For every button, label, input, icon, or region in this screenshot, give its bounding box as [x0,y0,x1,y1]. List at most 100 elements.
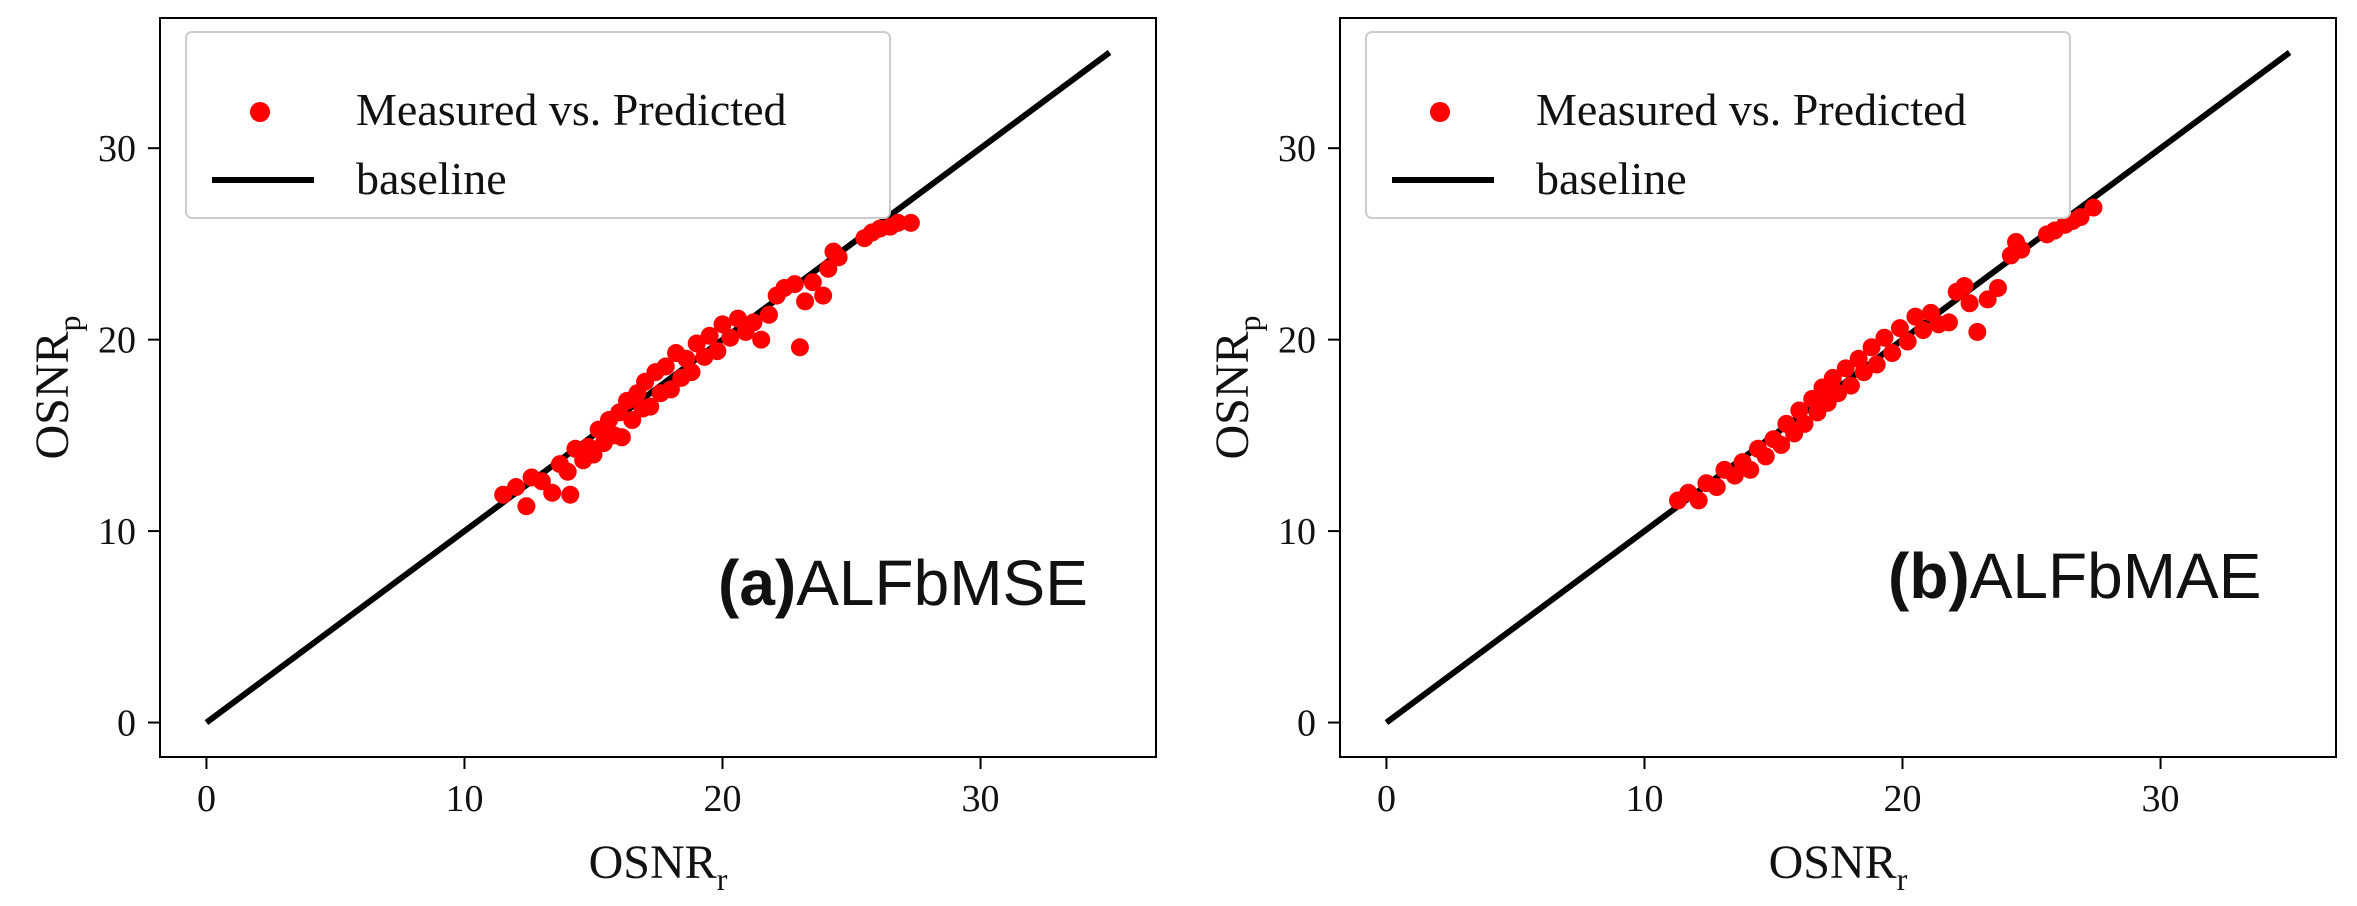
y-tick-label: 10 [1278,511,1316,553]
scatter-point [700,326,719,345]
scatter-point [532,472,551,491]
scatter-point [584,445,603,464]
scatter-point [517,497,536,516]
scatter-point [803,273,822,292]
scatter-point [752,330,771,349]
x-tick-label: 0 [197,778,216,820]
x-tick-label: 30 [2142,778,2180,820]
scatter-point [744,313,763,332]
scatter-point [1741,460,1760,479]
scatter-point [561,485,580,504]
scatter-point [1968,322,1987,341]
y-tick-label: 20 [98,320,136,362]
y-tick-label: 30 [1278,128,1316,170]
scatter-point [1795,414,1814,433]
scatter-point [1914,321,1933,340]
scatter-point [1725,466,1744,485]
panel-label: (a)ALFbMSE [718,547,1088,619]
scatter-point [2071,208,2090,227]
legend-label-baseline: baseline [356,153,507,204]
scatter-point [728,309,747,328]
scatter-point [558,462,577,481]
y-tick-label: 0 [117,703,136,745]
y-tick-label: 10 [98,511,136,553]
x-tick-label: 0 [1377,778,1396,820]
scatter-point [785,275,804,294]
scatter-point [1867,355,1886,374]
scatter-point [612,428,631,447]
y-axis-label-subscript: p [1231,315,1267,331]
scatter-point [1883,344,1902,363]
x-axis-label: OSNRr [589,836,728,897]
scatter-point [1978,290,1997,309]
scatter-point [1906,307,1925,326]
scatter-point [1823,368,1842,387]
scatter-point [1836,359,1855,378]
scatter-point [1772,435,1791,454]
scatter-point [819,259,838,278]
panel-label-name: ALFbMAE [1970,540,2262,612]
scatter-point [682,363,701,382]
legend-label-scatter: Measured vs. Predicted [1536,84,1967,135]
y-axis-label: OSNRp [26,315,87,459]
x-tick-label: 10 [1625,778,1663,820]
legend-marker-scatter [1430,102,1450,122]
panel-label-name: ALFbMSE [796,547,1088,619]
scatter-point [661,380,680,399]
scatter-point [656,357,675,376]
scatter-point [796,292,815,311]
y-tick-label: 0 [1297,703,1316,745]
scatter-point [1955,277,1974,296]
x-tick-label: 20 [704,778,742,820]
y-axis-label-main: OSNR [26,331,79,459]
x-tick-label: 10 [445,778,483,820]
scatter-point [1875,328,1894,347]
scatter-point [901,213,920,232]
scatter-point [1890,319,1909,338]
chart-panel-b: 0 10 20 30 0 10 20 30 OSNRr OSNRp Measured vs. Pre… [1206,17,2337,897]
scatter-point [759,305,778,324]
scatter-point [1960,294,1979,313]
x-tick-label: 20 [1884,778,1922,820]
legend-box [1365,31,2071,219]
scatter-point [2084,198,2103,217]
x-axis-label-main: OSNR [589,836,717,889]
scatter-point [790,338,809,357]
legend-label-baseline: baseline [1536,153,1687,204]
legend: Measured vs. Predicted baseline [185,31,891,219]
scatter-point [1898,332,1917,351]
x-tick-label: 30 [962,778,1000,820]
scatter-point [1862,338,1881,357]
panel-label: (b)ALFbMAE [1888,540,2261,612]
axes-frame [159,17,1157,758]
y-tick-label: 30 [98,128,136,170]
scatter-point [814,286,833,305]
scatter-point [708,342,727,361]
scatter-point [641,397,660,416]
scatter-point [888,213,907,232]
legend-marker-scatter [250,102,270,122]
y-axis-label-main: OSNR [1206,331,1259,459]
panel-label-prefix: (a) [718,547,796,619]
y-axis-label-subscript: p [51,315,87,331]
scatter-point [1841,376,1860,395]
scatter-point [1939,313,1958,332]
scatter-point [1988,278,2007,297]
scatter-point [713,315,732,334]
scatter-point [721,328,740,347]
scatter-point [1707,478,1726,497]
x-axis-label-subscript: r [717,861,728,897]
scatter-point [543,483,562,502]
x-axis-label: OSNRr [1769,836,1908,897]
x-axis-label-subscript: r [1897,861,1908,897]
y-tick-label: 20 [1278,320,1316,362]
scatter-point [1689,491,1708,510]
legend: Measured vs. Predicted baseline [1365,31,2071,219]
scatter-point [1756,447,1775,466]
panel-label-prefix: (b) [1888,540,1970,612]
scatter-point [623,411,642,430]
scatter-point [2012,240,2031,259]
legend-label-scatter: Measured vs. Predicted [356,84,787,135]
